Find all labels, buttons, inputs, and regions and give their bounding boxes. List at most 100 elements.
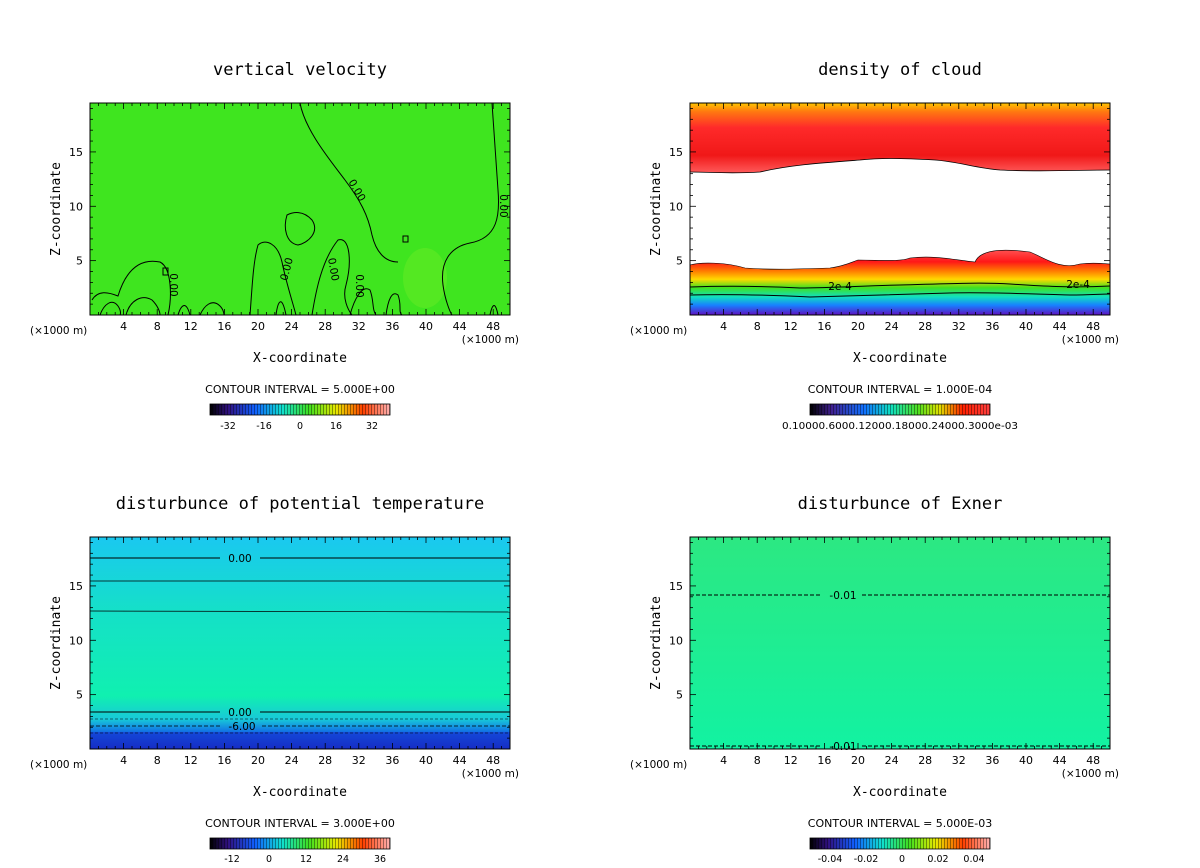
x-axis-label: X-coordinate: [253, 785, 347, 800]
x-tick-label: 32: [352, 320, 366, 333]
contour-label: -6.00: [228, 721, 255, 733]
colorbar-tick-label: 32: [366, 421, 378, 432]
x-tick-label: 12: [784, 320, 798, 333]
colorbar-tick-label: 0.04: [963, 854, 984, 865]
x-tick-label: 48: [486, 754, 500, 767]
x-unit-label-left: (×1000 m): [30, 325, 87, 337]
chart-title: vertical velocity: [213, 60, 387, 80]
x-tick-label: 16: [217, 754, 231, 767]
x-tick-label: 20: [851, 320, 865, 333]
y-tick-label: 10: [669, 634, 683, 647]
contour-label: 0.00: [167, 273, 179, 296]
y-tick-label: 15: [69, 146, 83, 159]
x-tick-label: 48: [486, 320, 500, 333]
x-tick-label: 40: [419, 320, 433, 333]
x-tick-label: 12: [784, 754, 798, 767]
colorbar: [809, 837, 991, 850]
y-tick-label: 5: [76, 689, 83, 702]
x-tick-label: 20: [851, 754, 865, 767]
x-tick-label: 28: [318, 754, 332, 767]
x-tick-label: 16: [817, 320, 831, 333]
x-axis-label: X-coordinate: [853, 351, 947, 366]
x-tick-label: 28: [918, 320, 932, 333]
colorbar-tick-labels: 0.10000.6000.12000.18000.24000.3000e-03: [782, 421, 1018, 432]
contour-label: -0.01: [829, 741, 856, 753]
colorbar: [809, 403, 991, 416]
y-axis-label: Z-coordinate: [49, 162, 64, 256]
field-fill: [90, 537, 510, 749]
x-tick-label: 28: [918, 754, 932, 767]
upper-cloud-layer: [690, 103, 1110, 173]
colorbar-tick-label: 0.02: [927, 854, 948, 865]
y-tick-label: 15: [669, 580, 683, 593]
contour-label: 0.00: [497, 194, 509, 217]
colorbar-tick-label: 0: [266, 854, 272, 865]
y-tick-label: 5: [76, 255, 83, 268]
panel-density-of-cloud: density of cloud 2e-4 2e-4 4 8 12 16 20 24 28 3…: [630, 60, 1119, 432]
contour-label: -0.01: [829, 590, 856, 602]
y-tick-label: 10: [69, 200, 83, 213]
chart-title: density of cloud: [818, 60, 982, 80]
x-unit-label-right: (×1000 m): [1062, 768, 1119, 780]
colorbar-ticks: -32 -16 0 16 32: [220, 421, 378, 432]
cloud-contours: [689, 249, 1111, 298]
x-tick-label: 4: [720, 320, 727, 333]
contour-interval-label: CONTOUR INTERVAL = 5.000E+00: [205, 383, 395, 396]
y-tick-label: 15: [669, 146, 683, 159]
colorbar-ticks: -0.04 -0.02 0 0.02 0.04: [818, 854, 985, 865]
x-tick-label: 8: [154, 754, 161, 767]
contour-interval-label: CONTOUR INTERVAL = 3.000E+00: [205, 817, 395, 830]
colorbar-tick-label: -16: [256, 421, 272, 432]
x-tick-label: 44: [453, 754, 467, 767]
x-tick-label: 48: [1086, 320, 1100, 333]
contour-label-group: 0.00 0.00 0.00 0.00 0.00 0.00: [167, 177, 509, 297]
colorbar-tick-label: 0: [297, 421, 303, 432]
x-axis-label: X-coordinate: [253, 351, 347, 366]
x-tick-label: 36: [385, 754, 399, 767]
y-axis-label: Z-coordinate: [649, 596, 664, 690]
x-tick-label: 44: [1053, 754, 1067, 767]
x-unit-label-left: (×1000 m): [630, 325, 687, 337]
colorbar-tick-label: 24: [337, 854, 349, 865]
panel-vertical-velocity: vertical velocity 0.00 0.00 0.00 0.00: [30, 60, 519, 432]
x-tick-label: 12: [184, 754, 198, 767]
x-tick-label: 48: [1086, 754, 1100, 767]
x-tick-label: 8: [754, 320, 761, 333]
contour-label: 0.00: [325, 257, 341, 282]
x-tick-label: 40: [419, 754, 433, 767]
contour-label: 2e-4: [1066, 279, 1090, 291]
y-tick-label: 10: [669, 200, 683, 213]
x-tick-label: 12: [184, 320, 198, 333]
x-tick-label: 4: [120, 320, 127, 333]
x-unit-label-left: (×1000 m): [30, 759, 87, 771]
colorbar-ticks: -12 0 12 24 36: [224, 854, 386, 865]
y-axis-label: Z-coordinate: [649, 162, 664, 256]
contour-label: 0.00: [353, 274, 365, 297]
colorbar: [209, 403, 391, 416]
x-tick-label: 40: [1019, 754, 1033, 767]
x-tick-label: 8: [154, 320, 161, 333]
colorbar: [209, 837, 391, 850]
panel-potential-temperature: disturbunce of potential temperature 0.0…: [30, 494, 519, 865]
temperature-contours: [89, 557, 511, 734]
updraft-patch: [403, 248, 447, 308]
y-tick-label: 15: [69, 580, 83, 593]
x-tick-label: 20: [251, 320, 265, 333]
colorbar-tick-label: 36: [374, 854, 386, 865]
x-tick-label: 36: [385, 320, 399, 333]
field-fill: [690, 537, 1110, 749]
x-tick-label: 32: [952, 320, 966, 333]
x-tick-label: 24: [885, 754, 899, 767]
x-tick-label: 24: [285, 754, 299, 767]
x-tick-label: 20: [251, 754, 265, 767]
colorbar-tick-label: -0.02: [854, 854, 879, 865]
x-tick-label: 24: [885, 320, 899, 333]
y-tick-label: 5: [676, 689, 683, 702]
x-tick-label: 28: [318, 320, 332, 333]
contour-interval-label: CONTOUR INTERVAL = 1.000E-04: [808, 383, 992, 396]
contour-label: 2e-4: [828, 281, 852, 293]
colorbar-tick-label: 12: [300, 854, 312, 865]
